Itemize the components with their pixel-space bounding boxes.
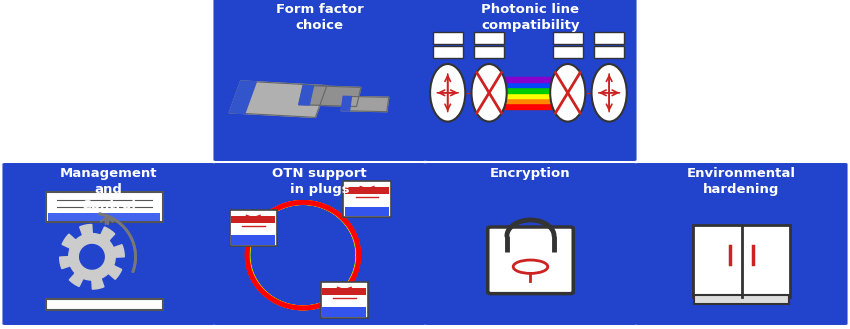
Ellipse shape [472, 64, 507, 122]
Polygon shape [80, 244, 105, 269]
FancyBboxPatch shape [636, 163, 847, 325]
FancyBboxPatch shape [433, 46, 462, 58]
Text: OTN support
in plugs: OTN support in plugs [272, 167, 367, 196]
FancyBboxPatch shape [231, 236, 275, 245]
FancyBboxPatch shape [213, 163, 426, 325]
FancyBboxPatch shape [433, 32, 462, 43]
FancyBboxPatch shape [213, 0, 426, 161]
FancyBboxPatch shape [345, 207, 389, 216]
FancyBboxPatch shape [345, 187, 389, 194]
Polygon shape [342, 96, 351, 111]
FancyBboxPatch shape [474, 46, 504, 58]
FancyBboxPatch shape [48, 213, 161, 221]
FancyBboxPatch shape [3, 163, 214, 325]
FancyBboxPatch shape [230, 210, 277, 246]
FancyBboxPatch shape [552, 32, 583, 43]
FancyBboxPatch shape [343, 181, 391, 217]
FancyBboxPatch shape [474, 32, 504, 43]
Polygon shape [60, 224, 124, 289]
Ellipse shape [550, 64, 586, 122]
Text: Management
and
Control: Management and Control [60, 167, 157, 212]
FancyBboxPatch shape [594, 32, 624, 43]
FancyBboxPatch shape [694, 295, 789, 304]
FancyBboxPatch shape [322, 307, 366, 317]
Ellipse shape [430, 64, 465, 122]
FancyBboxPatch shape [46, 299, 163, 310]
Text: Environmental
hardening: Environmental hardening [687, 167, 796, 196]
FancyBboxPatch shape [231, 216, 275, 223]
Polygon shape [230, 81, 327, 117]
FancyBboxPatch shape [46, 192, 163, 222]
FancyBboxPatch shape [594, 46, 624, 58]
Ellipse shape [592, 64, 626, 122]
Polygon shape [299, 86, 361, 107]
FancyBboxPatch shape [424, 163, 637, 325]
FancyBboxPatch shape [552, 46, 583, 58]
Text: Form factor
choice: Form factor choice [275, 3, 363, 32]
Text: Encryption: Encryption [490, 167, 571, 180]
FancyBboxPatch shape [488, 227, 573, 294]
Polygon shape [299, 86, 314, 105]
Text: Photonic line
compatibility: Photonic line compatibility [481, 3, 580, 32]
FancyBboxPatch shape [424, 0, 637, 161]
Polygon shape [230, 81, 257, 114]
FancyBboxPatch shape [322, 288, 366, 295]
FancyBboxPatch shape [320, 282, 368, 318]
FancyBboxPatch shape [694, 225, 790, 297]
Polygon shape [342, 96, 388, 112]
